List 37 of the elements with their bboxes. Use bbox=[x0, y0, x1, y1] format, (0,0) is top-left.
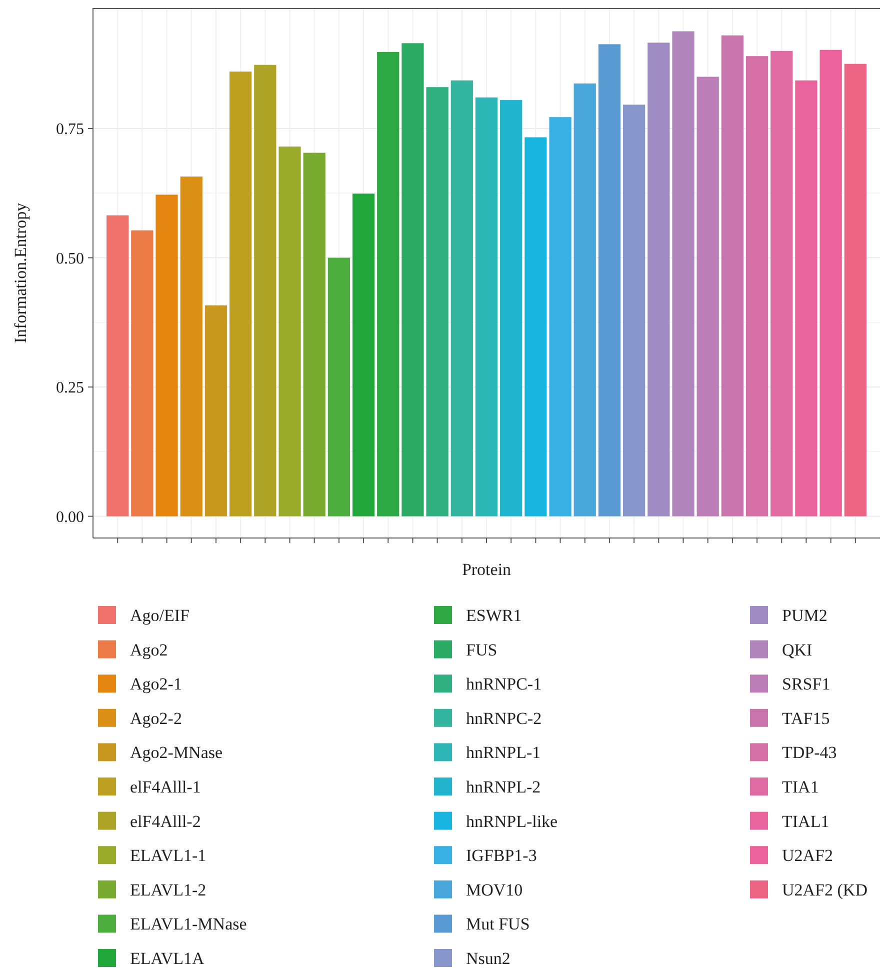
legend-label: ELAVL1A bbox=[130, 948, 206, 968]
legend-label: TAF15 bbox=[782, 708, 830, 728]
legend-label: SRSF1 bbox=[782, 674, 830, 694]
legend-label: hnRNPL-1 bbox=[466, 743, 541, 762]
legend-label: TDP-43 bbox=[782, 743, 837, 762]
legend-label: TIAL1 bbox=[782, 812, 830, 831]
legend-label: elF4Alll-2 bbox=[130, 812, 201, 831]
legend-label: ELAVL1-1 bbox=[130, 846, 206, 866]
legend-label: elF4Alll-1 bbox=[130, 777, 201, 796]
y-tick-label: 0.25 bbox=[56, 380, 84, 397]
legend-label: Nsun2 bbox=[466, 948, 510, 968]
legend-label: Mut FUS bbox=[466, 914, 530, 934]
legend-label: U2AF2 (KD bbox=[782, 880, 868, 900]
legend-label: MOV10 bbox=[466, 880, 523, 900]
legend-label: Ago2 bbox=[130, 640, 168, 660]
x-axis-title: Protein bbox=[462, 560, 512, 579]
legend-label: Ago2-1 bbox=[130, 674, 182, 694]
y-tick-label: 0.50 bbox=[56, 250, 84, 268]
legend-label: U2AF2 bbox=[782, 846, 834, 866]
legend-label: ELAVL1-MNase bbox=[130, 914, 247, 934]
y-tick-label: 0.00 bbox=[56, 508, 84, 526]
legend-label: Ago2-2 bbox=[130, 708, 182, 728]
legend-label: Ago2-MNase bbox=[130, 743, 223, 762]
legend-label: TIA1 bbox=[782, 777, 819, 796]
y-axis-title: Information.Entropy bbox=[11, 202, 30, 344]
legend-label: hnRNPC-2 bbox=[466, 708, 542, 728]
legend-label: ELAVL1-2 bbox=[130, 880, 206, 900]
legend-label: FUS bbox=[466, 640, 498, 660]
y-tick-label: 0.75 bbox=[56, 121, 84, 138]
legend-label: QKI bbox=[782, 640, 813, 660]
legend-label: IGFBP1-3 bbox=[466, 846, 537, 866]
legend-label: Ago/EIF bbox=[130, 606, 190, 625]
legend-label: hnRNPL-like bbox=[466, 812, 558, 831]
legend-label: hnRNPC-1 bbox=[466, 674, 542, 694]
legend-label: ESWR1 bbox=[466, 606, 522, 625]
legend-label: hnRNPL-2 bbox=[466, 777, 541, 796]
legend-label: PUM2 bbox=[782, 606, 828, 625]
